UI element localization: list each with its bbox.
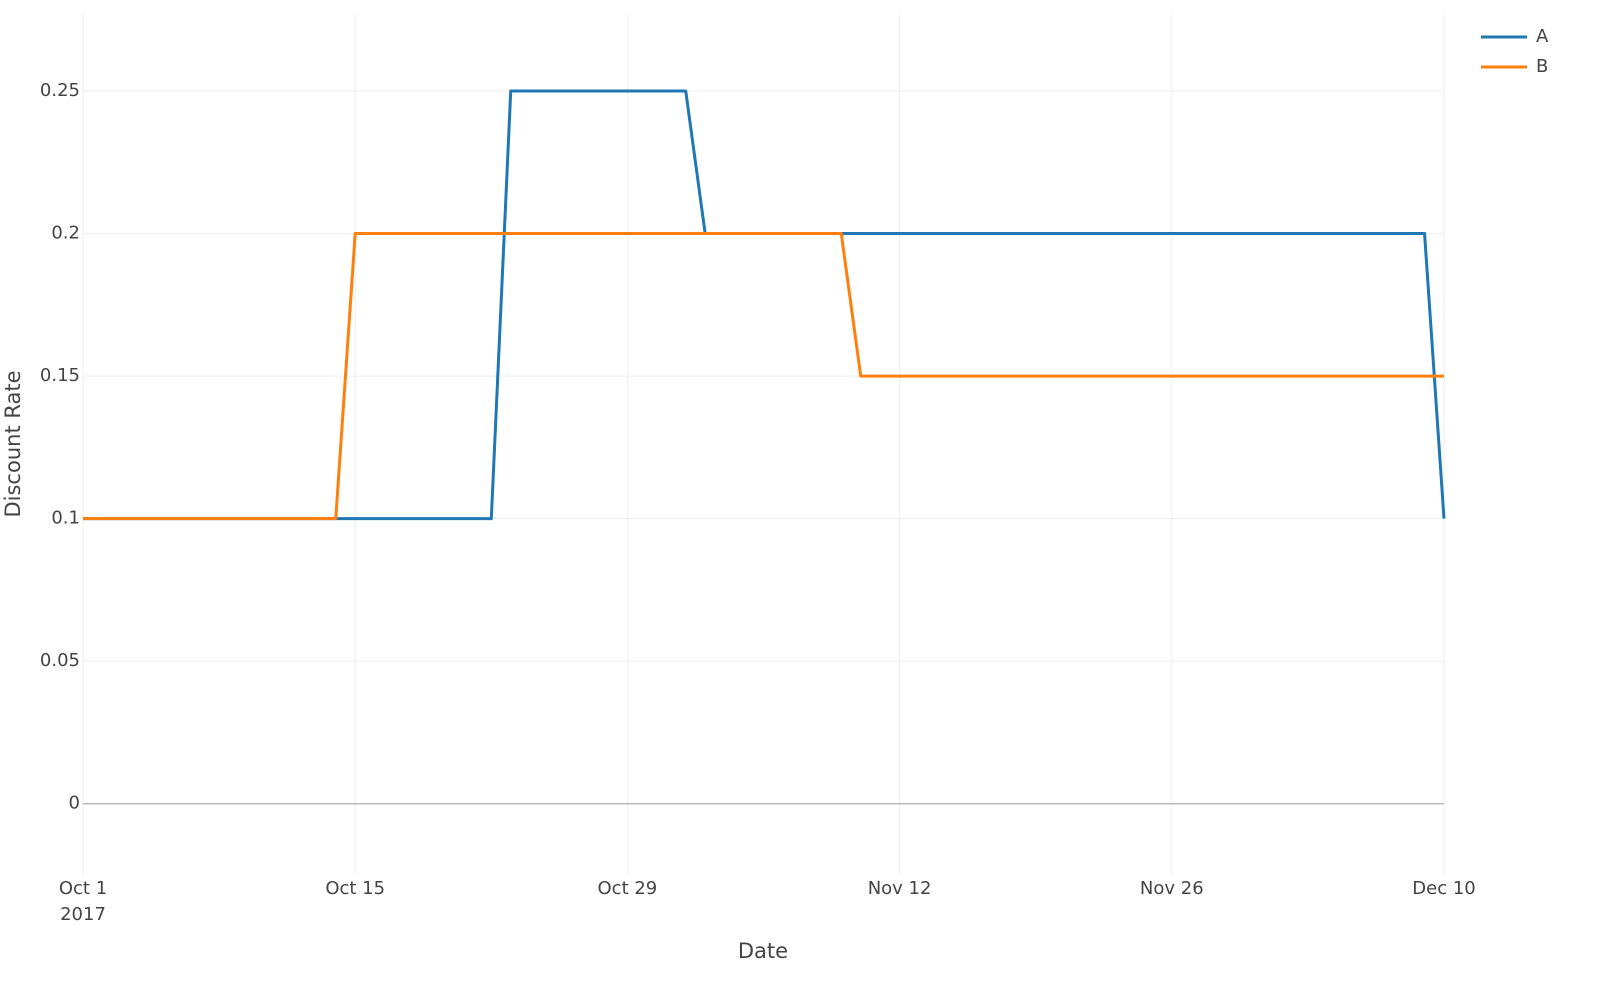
x-tick-label: Nov 26 — [1140, 878, 1204, 899]
x-tick-year: 2017 — [60, 904, 106, 925]
x-tick-label: Nov 12 — [868, 878, 932, 899]
y-tick-label: 0.25 — [40, 80, 80, 101]
y-tick-label: 0.15 — [40, 365, 80, 386]
y-tick-label: 0.1 — [51, 508, 80, 529]
x-axis-title: Date — [738, 939, 788, 963]
legend-label: B — [1536, 56, 1548, 77]
series-line — [83, 89, 1446, 521]
legend-label: A — [1536, 26, 1549, 47]
y-tick-label: 0 — [69, 793, 80, 814]
x-tick-label: Oct 15 — [325, 878, 385, 899]
x-tick-label: Oct 1 — [59, 878, 107, 899]
x-tick-label: Dec 10 — [1412, 878, 1475, 899]
y-tick-label: 0.05 — [40, 650, 80, 671]
y-tick-label: 0.2 — [51, 223, 80, 244]
y-axis-title: Discount Rate — [1, 370, 25, 517]
series-line — [83, 232, 1444, 521]
x-tick-label: Oct 29 — [598, 878, 658, 899]
